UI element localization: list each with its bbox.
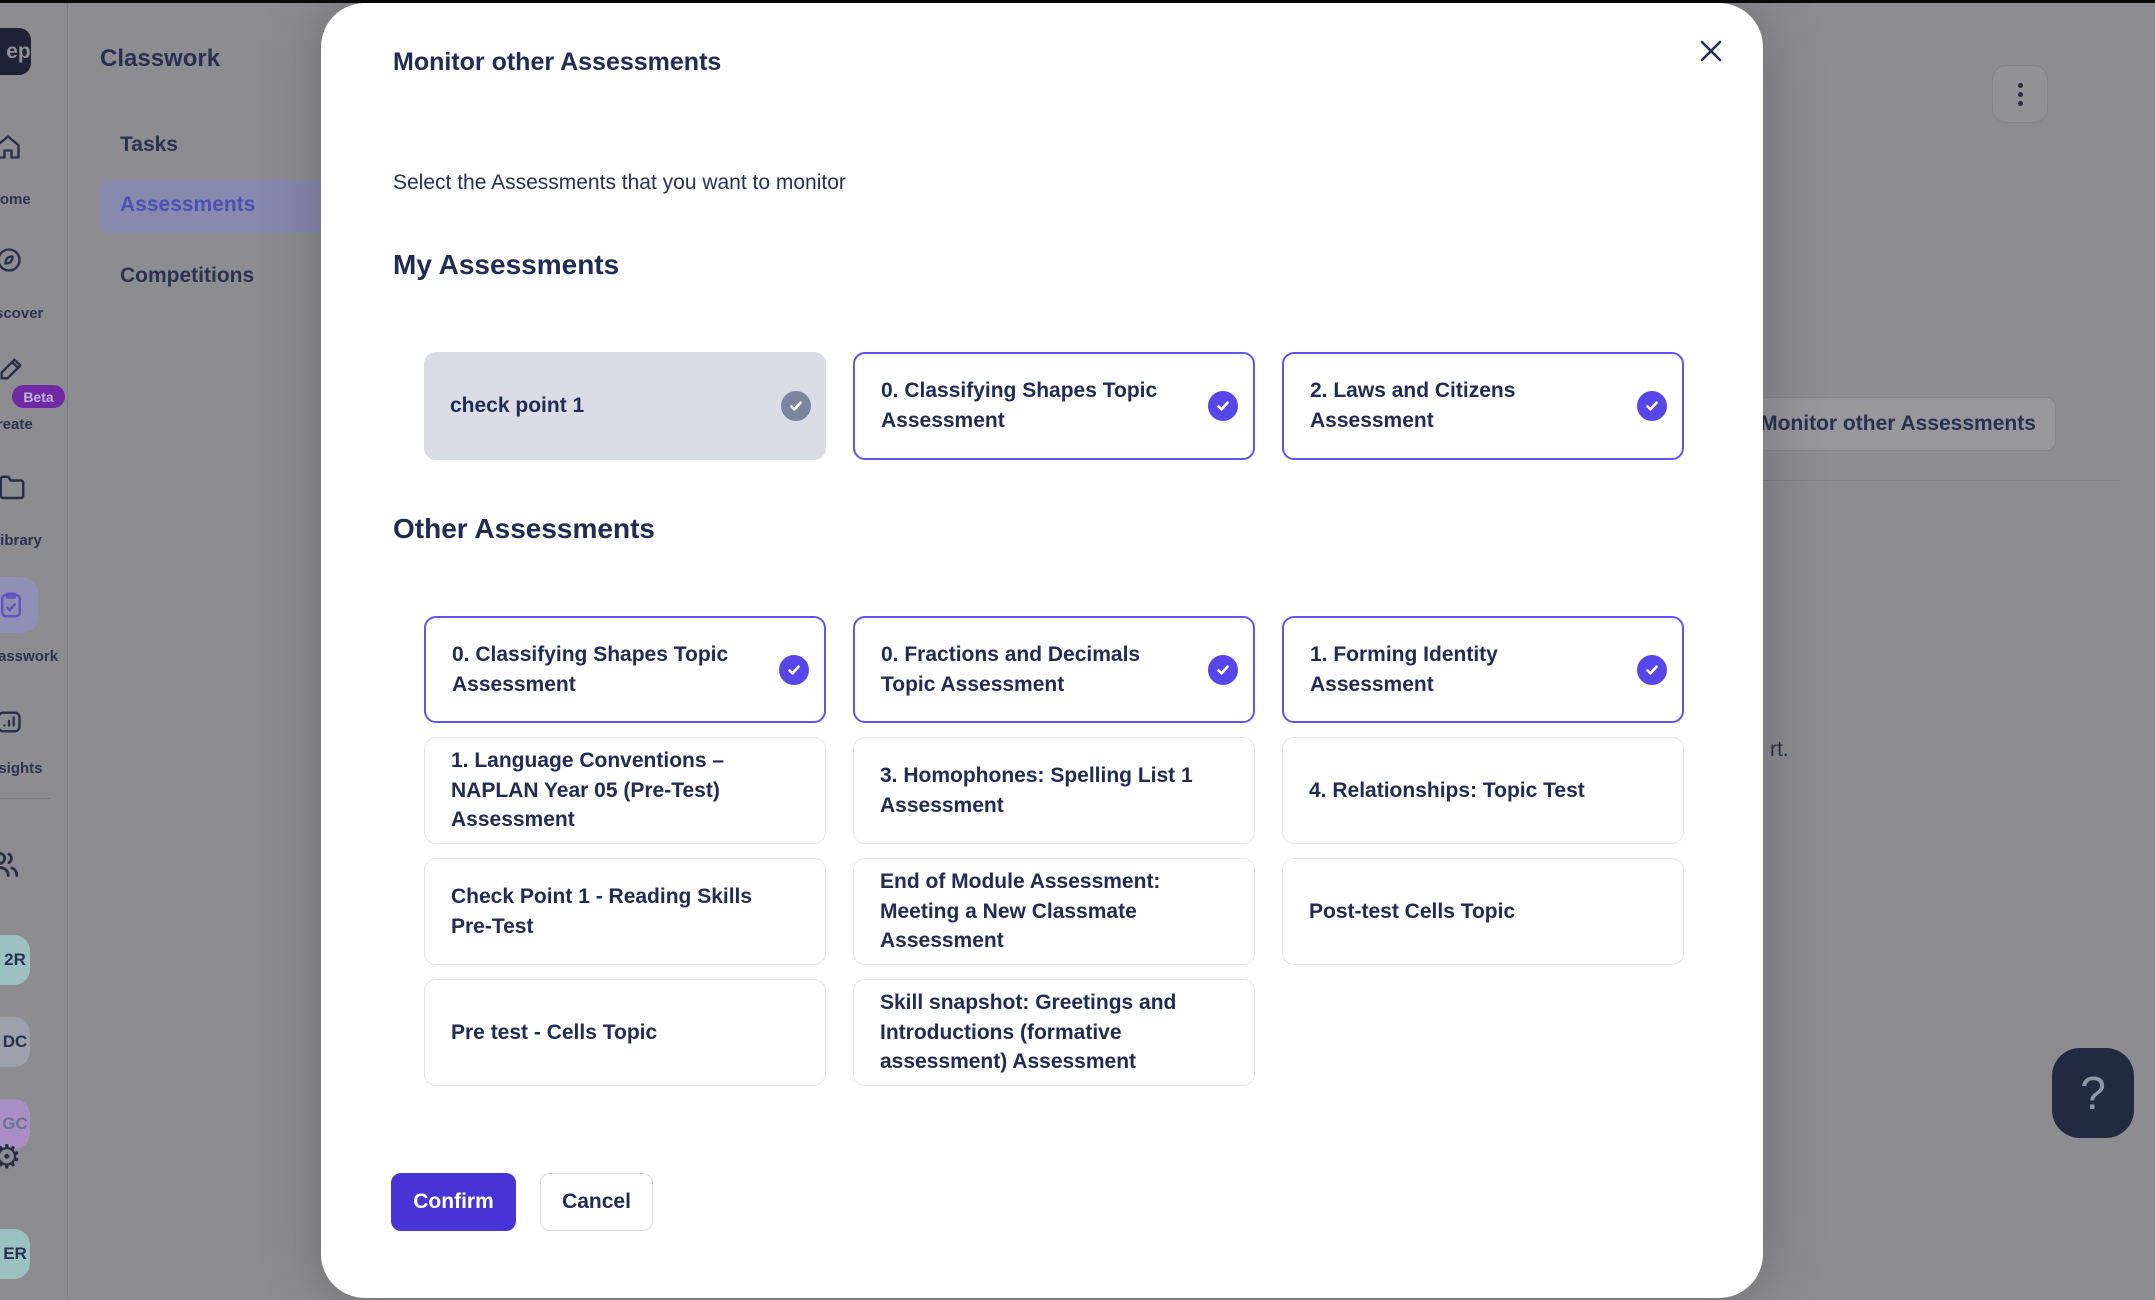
cancel-button[interactable]: Cancel xyxy=(540,1173,653,1231)
tab-tasks[interactable]: Tasks xyxy=(120,133,178,156)
assessment-card-label: 4. Relationships: Topic Test xyxy=(1309,778,1585,802)
assessment-card-label: 1. Forming Identity Assessment xyxy=(1310,642,1498,696)
home-icon[interactable] xyxy=(0,133,22,161)
ep-logo[interactable]: ep xyxy=(0,28,31,75)
assessment-card[interactable]: 0. Classifying Shapes Topic Assessment xyxy=(853,352,1255,460)
tab-competitions[interactable]: Competitions xyxy=(120,264,255,287)
assessment-card-label: End of Module Assessment: Meeting a New … xyxy=(880,869,1161,953)
beta-badge: Beta xyxy=(12,385,65,408)
check-circle-icon xyxy=(779,654,809,685)
assessment-card[interactable]: 2. Laws and Citizens Assessment xyxy=(1282,352,1684,460)
section-divider xyxy=(1700,480,2120,481)
sidebar-item-label-library: Library xyxy=(0,532,42,549)
assessment-card[interactable]: Check Point 1 - Reading Skills Pre-Test xyxy=(424,858,826,965)
other-assessments-heading: Other Assessments xyxy=(393,513,655,544)
modal-subtitle: Select the Assessments that you want to … xyxy=(393,171,846,194)
dimmed-background-page: ep Home Discover Create Library Classwork Ins… xyxy=(0,3,2155,1300)
assessment-card-label: 0. Classifying Shapes Topic Assessment xyxy=(881,379,1158,432)
assessment-card-label: 3. Homophones: Spelling List 1 Assessmen… xyxy=(880,763,1193,817)
window-top-edge xyxy=(0,0,2155,3)
app-sidebar: ep Home Discover Create Library Classwork Ins… xyxy=(0,3,68,1300)
sidebar-item-label-classwork: Classwork xyxy=(0,648,59,665)
check-circle-icon xyxy=(1208,391,1238,421)
discover-icon[interactable] xyxy=(0,246,23,274)
assessment-card-label: Check Point 1 - Reading Skills Pre-Test xyxy=(451,884,753,938)
assessment-card[interactable]: 0. Classifying Shapes Topic Assessment xyxy=(424,616,826,723)
assessment-card-label: 2. Laws and Citizens Assessment xyxy=(1310,379,1516,432)
confirm-button[interactable]: Confirm xyxy=(391,1173,516,1231)
assessment-card[interactable]: 1. Forming Identity Assessment xyxy=(1282,616,1684,723)
assessment-card[interactable]: 4. Relationships: Topic Test xyxy=(1282,737,1684,844)
people-icon[interactable] xyxy=(0,847,21,881)
avatar[interactable]: GC xyxy=(0,1099,30,1149)
sidebar-item-classwork-active[interactable] xyxy=(0,577,38,633)
create-icon[interactable] xyxy=(0,355,25,383)
avatar[interactable]: 2R xyxy=(0,935,30,985)
assessment-card[interactable]: Post-test Cells Topic xyxy=(1282,858,1684,965)
close-icon[interactable] xyxy=(1691,31,1731,71)
assessment-card[interactable]: 3. Homophones: Spelling List 1 Assessmen… xyxy=(853,737,1255,844)
assessment-card-label: 0. Classifying Shapes Topic Assessment xyxy=(452,642,729,696)
gear-icon[interactable]: ⚙ xyxy=(0,1138,22,1175)
sidebar-item-label-discover: Discover xyxy=(0,305,44,322)
occluded-text-fragment: rt. xyxy=(1770,738,1789,761)
assessment-card-label: check point 1 xyxy=(450,394,585,418)
assessment-card-label: Pre test - Cells Topic xyxy=(451,1020,658,1044)
other-assessments-grid: 0. Classifying Shapes Topic Assessment 0.… xyxy=(424,616,1684,1086)
tab-assessments[interactable]: Assessments xyxy=(120,193,256,216)
check-circle-icon xyxy=(1637,391,1667,421)
sidebar-item-label-home: Home xyxy=(0,191,31,208)
avatar[interactable]: DC xyxy=(0,1017,30,1067)
sidebar-item-label-create: Create xyxy=(0,416,33,433)
assessment-card-label: 1. Language Conventions – NAPLAN Year 05… xyxy=(451,748,725,832)
sidebar-divider xyxy=(0,798,50,799)
assessment-card[interactable]: Skill snapshot: Greetings and Introducti… xyxy=(853,979,1255,1086)
help-button[interactable]: ? xyxy=(2052,1048,2134,1138)
modal-title: Monitor other Assessments xyxy=(393,48,722,76)
kebab-dot xyxy=(2017,82,2023,88)
check-circle-icon xyxy=(1208,654,1238,685)
classwork-icon xyxy=(1,592,21,618)
my-assessments-grid: check point 1 0. Classifying Shapes Topic… xyxy=(424,352,1684,460)
assessment-card: check point 1 xyxy=(424,352,826,460)
active-tab-pill xyxy=(99,180,339,233)
assessment-card[interactable]: End of Module Assessment: Meeting a New … xyxy=(853,858,1255,965)
assessment-card[interactable]: 1. Language Conventions – NAPLAN Year 05… xyxy=(424,737,826,844)
assessment-card-label: Skill snapshot: Greetings and Introducti… xyxy=(880,990,1177,1074)
page-title: Classwork xyxy=(100,45,221,72)
modal-actions: Confirm Cancel xyxy=(391,1173,653,1231)
monitor-assessments-modal: Monitor other Assessments Select the Ass… xyxy=(321,3,1763,1298)
library-icon[interactable] xyxy=(0,473,27,503)
sidebar-item-label-insights: Insights xyxy=(0,760,43,777)
assessment-card-label: Post-test Cells Topic xyxy=(1309,899,1516,923)
insights-icon[interactable] xyxy=(0,708,23,736)
my-assessments-heading: My Assessments xyxy=(393,249,620,280)
assessment-card-label: 0. Fractions and Decimals Topic Assessme… xyxy=(881,642,1141,696)
assessment-card[interactable]: Pre test - Cells Topic xyxy=(424,979,826,1086)
kebab-dot xyxy=(2017,100,2023,106)
check-circle-icon xyxy=(1637,654,1667,685)
kebab-menu-button[interactable] xyxy=(1992,65,2048,123)
check-circle-icon xyxy=(781,391,811,421)
kebab-dot xyxy=(2017,91,2023,97)
avatar[interactable]: ER xyxy=(0,1229,30,1279)
assessment-card[interactable]: 0. Fractions and Decimals Topic Assessme… xyxy=(853,616,1255,723)
monitor-other-assessments-button[interactable]: Monitor other Assessments xyxy=(1740,397,2056,451)
